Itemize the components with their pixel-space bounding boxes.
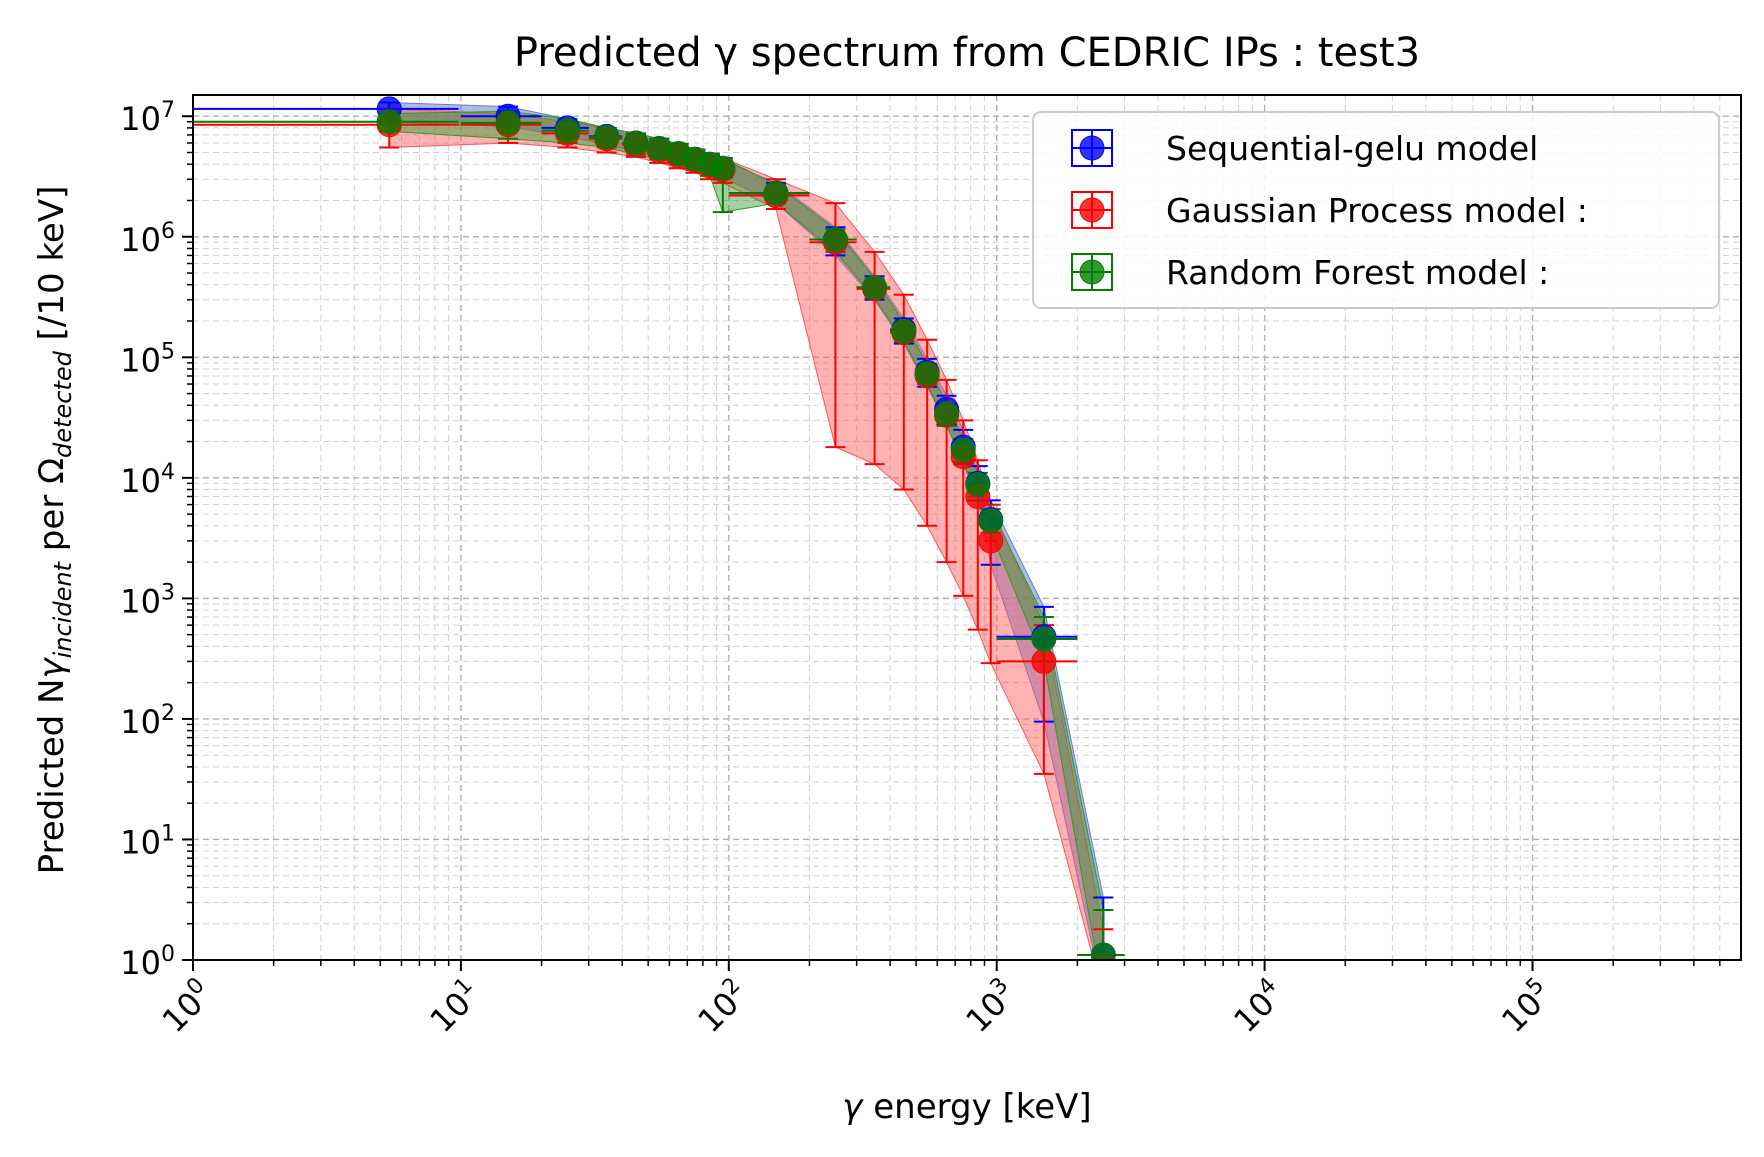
y-tick-base: 10: [120, 703, 161, 741]
data-points: [376, 96, 1116, 960]
legend-marker: [1079, 197, 1105, 223]
grid-lines: [192, 95, 1742, 961]
data-point-series-3: [710, 155, 736, 181]
data-point-series-3: [965, 472, 991, 498]
y-axis-label-gamma: γ: [32, 657, 72, 679]
legend-label: Random Forest model :: [1166, 253, 1549, 292]
y-axis-label-prefix: Predicted N: [32, 679, 72, 875]
y-tick-exp: 5: [161, 339, 175, 364]
y-tick-label: 103: [120, 580, 175, 620]
y-tick-label: 102: [120, 701, 175, 741]
y-tick-base: 10: [120, 341, 161, 379]
x-axis-ticks: 100 101 102 103 104 105: [155, 960, 1721, 1040]
y-axis-label: Predicted Nγincident per Ωdetected [/10 …: [32, 186, 77, 875]
y-tick-exp: 6: [161, 219, 175, 244]
data-point-series-2: [1031, 648, 1057, 674]
data-point-series-3: [594, 124, 620, 150]
y-tick-label: 105: [120, 339, 175, 379]
y-tick-base: 10: [120, 944, 161, 982]
data-point-series-3: [978, 508, 1004, 534]
y-tick-label: 101: [120, 821, 175, 861]
legend-marker: [1079, 259, 1105, 285]
data-point-series-3: [376, 109, 402, 135]
legend-items: Sequential-gelu model Gaussian Process mo…: [1071, 129, 1588, 292]
y-axis-label-per: per: [32, 484, 72, 562]
data-point-series-3: [1031, 626, 1057, 652]
data-point-series-3: [623, 130, 649, 156]
legend: Sequential-gelu model Gaussian Process mo…: [1032, 111, 1720, 309]
y-tick-exp: 2: [161, 701, 175, 726]
data-point-series-3: [891, 318, 917, 344]
y-tick-exp: 0: [161, 942, 175, 967]
y-axis-label-sub-detected: detected: [49, 350, 77, 458]
data-point-series-3: [934, 401, 960, 427]
data-point-series-3: [1090, 942, 1116, 960]
data-point-series-3: [950, 437, 976, 463]
title-text: Predicted γ spectrum from CEDRIC IPs : t…: [514, 30, 1420, 76]
y-tick-base: 10: [120, 100, 161, 138]
y-tick-exp: 7: [161, 98, 175, 123]
legend-marker: [1079, 135, 1105, 161]
y-tick-label: 100: [120, 942, 175, 982]
axes-frame: [192, 94, 1742, 961]
y-tick-base: 10: [120, 462, 161, 500]
y-tick-exp: 3: [161, 580, 175, 605]
legend-label: Gaussian Process model :: [1166, 191, 1588, 230]
chart-title: Predicted γ spectrum from CEDRIC IPs : t…: [514, 30, 1420, 76]
y-tick-label: 106: [120, 219, 175, 259]
data-point-series-3: [763, 180, 789, 206]
y-axis-label-unit: [/10 keV]: [32, 186, 72, 352]
data-point-series-3: [495, 110, 521, 136]
y-axis-label-omega: Ω: [32, 458, 72, 484]
y-tick-exp: 4: [161, 460, 175, 485]
data-point-series-3: [914, 361, 940, 387]
x-axis-label-symbol: γ: [842, 1087, 864, 1127]
y-tick-label: 107: [120, 98, 175, 138]
y-tick-base: 10: [120, 221, 161, 259]
y-axis-label-sub-incident: incident: [49, 560, 77, 658]
legend-label: Sequential-gelu model: [1166, 129, 1538, 168]
data-point-series-3: [822, 226, 848, 252]
x-axis-label-text: energy [keV]: [862, 1087, 1091, 1127]
y-tick-base: 10: [120, 582, 161, 620]
y-tick-label: 104: [120, 460, 175, 500]
plot-area: [193, 96, 1125, 960]
data-point-series-3: [862, 274, 888, 300]
x-axis-label: γ energy [keV]: [842, 1087, 1091, 1127]
y-tick-base: 10: [120, 823, 161, 861]
legend-box: [1032, 111, 1720, 309]
data-point-series-3: [555, 118, 581, 144]
y-tick-exp: 1: [161, 821, 175, 846]
